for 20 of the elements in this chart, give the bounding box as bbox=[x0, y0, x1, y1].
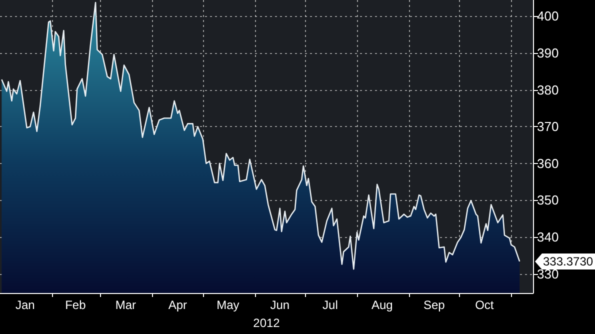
x-tick-label: Jan bbox=[15, 298, 35, 312]
x-tick-label: Oct bbox=[475, 298, 494, 312]
y-tick-label: 390 bbox=[537, 46, 559, 61]
x-tick-label: May bbox=[216, 298, 240, 312]
y-tick-label: 380 bbox=[537, 82, 559, 98]
y-tick-label: 330 bbox=[537, 266, 559, 282]
x-tick-label: Jul bbox=[322, 298, 338, 312]
y-tick-label: 350 bbox=[537, 192, 559, 208]
x-tick-label: Jun bbox=[270, 298, 290, 312]
y-tick-label: 370 bbox=[537, 119, 559, 134]
y-tick-label: 400 bbox=[537, 8, 559, 24]
y-tick-label: 360 bbox=[537, 156, 559, 171]
x-tick-label: Feb bbox=[65, 298, 86, 312]
x-tick-label: Apr bbox=[168, 298, 188, 312]
x-tick-label: Sep bbox=[423, 298, 446, 312]
annotation: 333.3730 bbox=[543, 254, 594, 268]
y-tick-label: 340 bbox=[537, 230, 559, 245]
x-axis-title: 2012 bbox=[253, 316, 280, 330]
x-tick-label: Mar bbox=[115, 298, 136, 312]
x-tick-label: Aug bbox=[371, 298, 393, 312]
